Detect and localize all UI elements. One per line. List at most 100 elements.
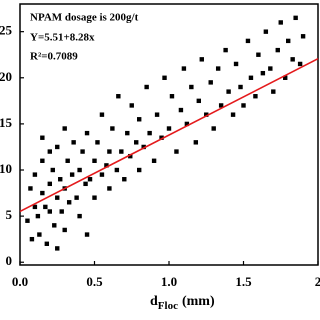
point	[114, 167, 120, 173]
point	[151, 158, 157, 163]
point	[44, 241, 50, 246]
point	[37, 232, 42, 237]
point	[230, 112, 236, 117]
point	[137, 167, 142, 173]
point	[144, 84, 149, 90]
point	[92, 195, 97, 200]
point	[297, 61, 303, 67]
point	[154, 112, 160, 117]
point	[208, 80, 213, 85]
y-tick-label: 15	[0, 115, 13, 130]
x-tick-label: 1.5	[235, 274, 252, 289]
point	[62, 227, 67, 233]
point	[290, 57, 295, 62]
point	[84, 232, 90, 237]
point	[110, 126, 115, 131]
point	[71, 140, 76, 145]
point	[119, 149, 124, 154]
point	[238, 84, 243, 90]
point	[77, 213, 82, 219]
point	[159, 135, 164, 140]
point	[263, 29, 269, 34]
point	[35, 213, 41, 219]
x-tick-label: 1.0	[161, 274, 177, 289]
point	[137, 117, 142, 122]
x-tick-label: 0.5	[86, 274, 103, 289]
point	[162, 75, 167, 80]
point	[248, 75, 254, 80]
point	[278, 20, 283, 25]
point	[268, 66, 273, 71]
annotation: NPAM dosage is 200g/t	[30, 12, 139, 24]
point	[204, 112, 209, 117]
point	[99, 112, 105, 117]
point	[193, 140, 199, 145]
point	[32, 204, 38, 210]
point	[66, 200, 72, 205]
x-tick-label: 0.0	[12, 274, 28, 289]
trendline	[19, 57, 319, 213]
point	[226, 89, 231, 94]
point	[233, 61, 239, 67]
x-label-main: d	[150, 294, 158, 309]
point	[184, 121, 190, 127]
point	[181, 66, 187, 71]
point	[116, 94, 121, 99]
point	[40, 158, 45, 163]
point	[199, 57, 204, 62]
point	[43, 204, 48, 210]
point	[83, 181, 88, 187]
point	[189, 84, 194, 90]
point	[286, 38, 291, 44]
y-tick-label: 0	[6, 253, 13, 268]
point	[169, 94, 175, 99]
point	[58, 177, 63, 182]
point	[125, 130, 130, 136]
y-tick-label: 20	[0, 69, 12, 84]
point	[40, 135, 45, 140]
point	[122, 177, 127, 182]
point	[80, 149, 85, 154]
point	[215, 66, 221, 71]
point	[134, 140, 139, 145]
point	[47, 209, 52, 214]
point	[28, 186, 33, 191]
point	[223, 47, 228, 53]
point	[253, 94, 258, 99]
point	[55, 144, 60, 150]
y-tick-label: 10	[0, 161, 12, 176]
point	[256, 52, 261, 57]
point	[147, 130, 152, 136]
x-tick-label: 2	[315, 274, 320, 289]
x-label-unit: (mm)	[182, 294, 215, 309]
point	[129, 103, 134, 108]
point	[128, 153, 133, 159]
point	[32, 172, 38, 177]
point	[87, 177, 93, 182]
point	[52, 223, 57, 228]
point	[241, 103, 246, 108]
point	[40, 190, 45, 196]
point	[65, 158, 70, 163]
point	[69, 172, 75, 177]
point	[29, 236, 35, 242]
point	[271, 89, 276, 94]
point	[55, 246, 60, 251]
point	[95, 140, 100, 145]
point	[50, 167, 55, 173]
point	[47, 149, 52, 154]
x-axis-label: dFloc (mm)	[150, 294, 215, 311]
point	[84, 130, 90, 136]
point	[141, 144, 146, 150]
point	[196, 98, 201, 104]
point	[178, 107, 184, 113]
point	[211, 126, 216, 131]
y-tick-label: 25	[0, 23, 13, 38]
point	[293, 15, 298, 21]
point	[245, 38, 251, 44]
point	[62, 126, 67, 131]
point	[25, 218, 30, 223]
point	[166, 126, 172, 131]
point	[174, 149, 179, 154]
